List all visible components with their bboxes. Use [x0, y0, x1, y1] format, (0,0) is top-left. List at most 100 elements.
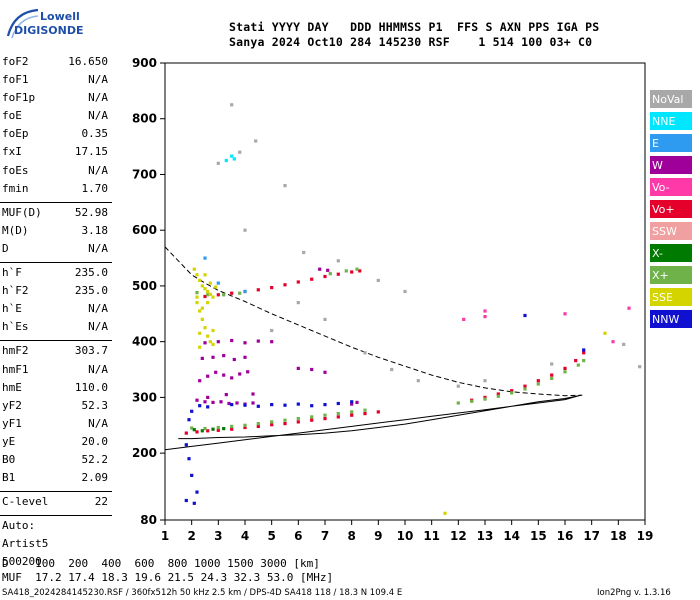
param-value: N/A	[88, 362, 108, 376]
echo-point-vo-	[350, 413, 354, 417]
param-row: foEs N/A	[0, 164, 112, 182]
echo-point-noval	[230, 103, 234, 107]
x-tick-label: 8	[347, 529, 355, 543]
echo-point-vo-	[462, 317, 466, 321]
version-label: Ion2Png v. 1.3.16	[597, 588, 671, 598]
echo-point-w	[230, 338, 234, 343]
echo-point-vo-	[310, 418, 314, 422]
echo-point-vo-	[336, 415, 340, 419]
param-row: hmE 110.0	[0, 381, 112, 399]
param-row: foF2 16.650	[0, 55, 112, 73]
echo-point-vo-	[206, 429, 210, 433]
param-label: yF1	[2, 416, 22, 430]
echo-point-w	[198, 379, 202, 383]
param-row: 500200	[0, 555, 112, 573]
plot-frame	[164, 62, 646, 521]
echo-point-x-	[355, 267, 359, 271]
echo-point-nne	[224, 158, 228, 163]
echo-point-nnw	[198, 404, 202, 408]
echo-point-x-	[536, 382, 540, 386]
x-tick-label: 6	[294, 529, 302, 543]
legend-item-nnw: NNW	[650, 310, 692, 328]
legend-item-x-: X-	[650, 244, 692, 262]
echo-point-sse	[198, 331, 202, 335]
echo-point-sse	[195, 273, 199, 277]
echo-point-vo-	[563, 366, 567, 370]
echo-point-vo-	[283, 283, 287, 287]
echo-point-x-	[230, 424, 234, 428]
param-value: 52.2	[81, 452, 109, 466]
echo-point-sse	[195, 295, 199, 299]
echo-point-nnw	[184, 443, 188, 447]
echo-point-sse	[208, 281, 212, 285]
logo-swoosh-icon	[6, 8, 39, 39]
echo-point-vo-	[358, 269, 362, 273]
echo-point-x-	[211, 427, 215, 431]
echo-point-w	[216, 340, 220, 344]
legend-item-noval: NoVal	[650, 90, 692, 108]
file-info: SA418_2024284145230.RSF / 360fx512h 50 k…	[2, 588, 403, 598]
param-label: foF1	[2, 73, 29, 87]
param-value: 20.0	[81, 434, 109, 448]
param-value: N/A	[88, 109, 108, 123]
echo-point-x-	[222, 427, 226, 431]
param-row: fxI 17.15	[0, 145, 112, 163]
param-separator	[0, 340, 112, 342]
x-tick-label: 4	[241, 529, 249, 543]
echo-point-nnw	[243, 403, 247, 407]
x-tick-label: 9	[374, 529, 382, 543]
param-value: 52.3	[81, 398, 109, 412]
echo-point-w	[200, 356, 204, 360]
echo-point-w	[211, 400, 215, 404]
echo-point-x-	[576, 363, 580, 367]
y-tick-label: 80	[140, 513, 157, 527]
echo-point-sse	[211, 342, 215, 346]
echo-point-sse	[206, 301, 210, 305]
echo-point-vo-	[582, 351, 586, 355]
param-value: N/A	[88, 73, 108, 87]
echo-point-vo-	[496, 392, 500, 396]
x-tick-label: 5	[267, 529, 275, 543]
legend-item-nne: NNE	[650, 112, 692, 130]
echo-point-noval	[254, 139, 258, 143]
echo-point-vo-	[611, 340, 615, 344]
echo-point-vo-	[270, 286, 274, 290]
echo-point-nne	[230, 154, 234, 158]
echo-point-noval	[638, 365, 642, 369]
param-row: Artist5	[0, 537, 112, 555]
echo-point-noval	[336, 259, 340, 263]
x-tick-label: 19	[637, 529, 654, 543]
param-label: foF2	[2, 55, 29, 68]
echo-point-vo-	[510, 389, 514, 393]
param-row: h`F2 235.0	[0, 284, 112, 302]
echo-point-w	[251, 392, 255, 396]
echo-point-noval	[216, 161, 220, 165]
echo-point-nnw	[523, 313, 527, 318]
legend-item-x-: X+	[650, 266, 692, 284]
echo-point-noval	[296, 301, 300, 305]
echo-point-x-	[363, 408, 367, 412]
echo-point-x-	[483, 397, 487, 401]
param-value: 1.70	[81, 181, 109, 195]
param-value: 22	[94, 495, 108, 509]
echo-point-vo-	[627, 306, 631, 310]
param-label: h`Es	[2, 320, 29, 334]
echo-point-sse	[206, 334, 210, 338]
param-row: B0 52.2	[0, 453, 112, 471]
echo-point-w	[206, 395, 210, 399]
x-tick-label: 18	[610, 529, 627, 543]
echo-point-nnw	[270, 403, 274, 407]
param-label: hmE	[2, 380, 22, 394]
echo-point-sse	[198, 278, 202, 282]
echo-point-vo-	[536, 379, 540, 383]
echo-point-nnw	[190, 473, 194, 477]
echo-point-sse	[208, 292, 212, 296]
echo-point-sse	[203, 287, 207, 291]
echo-point-nnw	[187, 457, 191, 461]
echo-point-vo-	[350, 270, 354, 274]
echo-point-w	[246, 370, 250, 374]
echo-point-vo-	[550, 373, 554, 377]
echo-point-noval	[363, 351, 367, 355]
echo-point-x-	[200, 429, 204, 433]
x-tick-label: 15	[530, 529, 547, 543]
